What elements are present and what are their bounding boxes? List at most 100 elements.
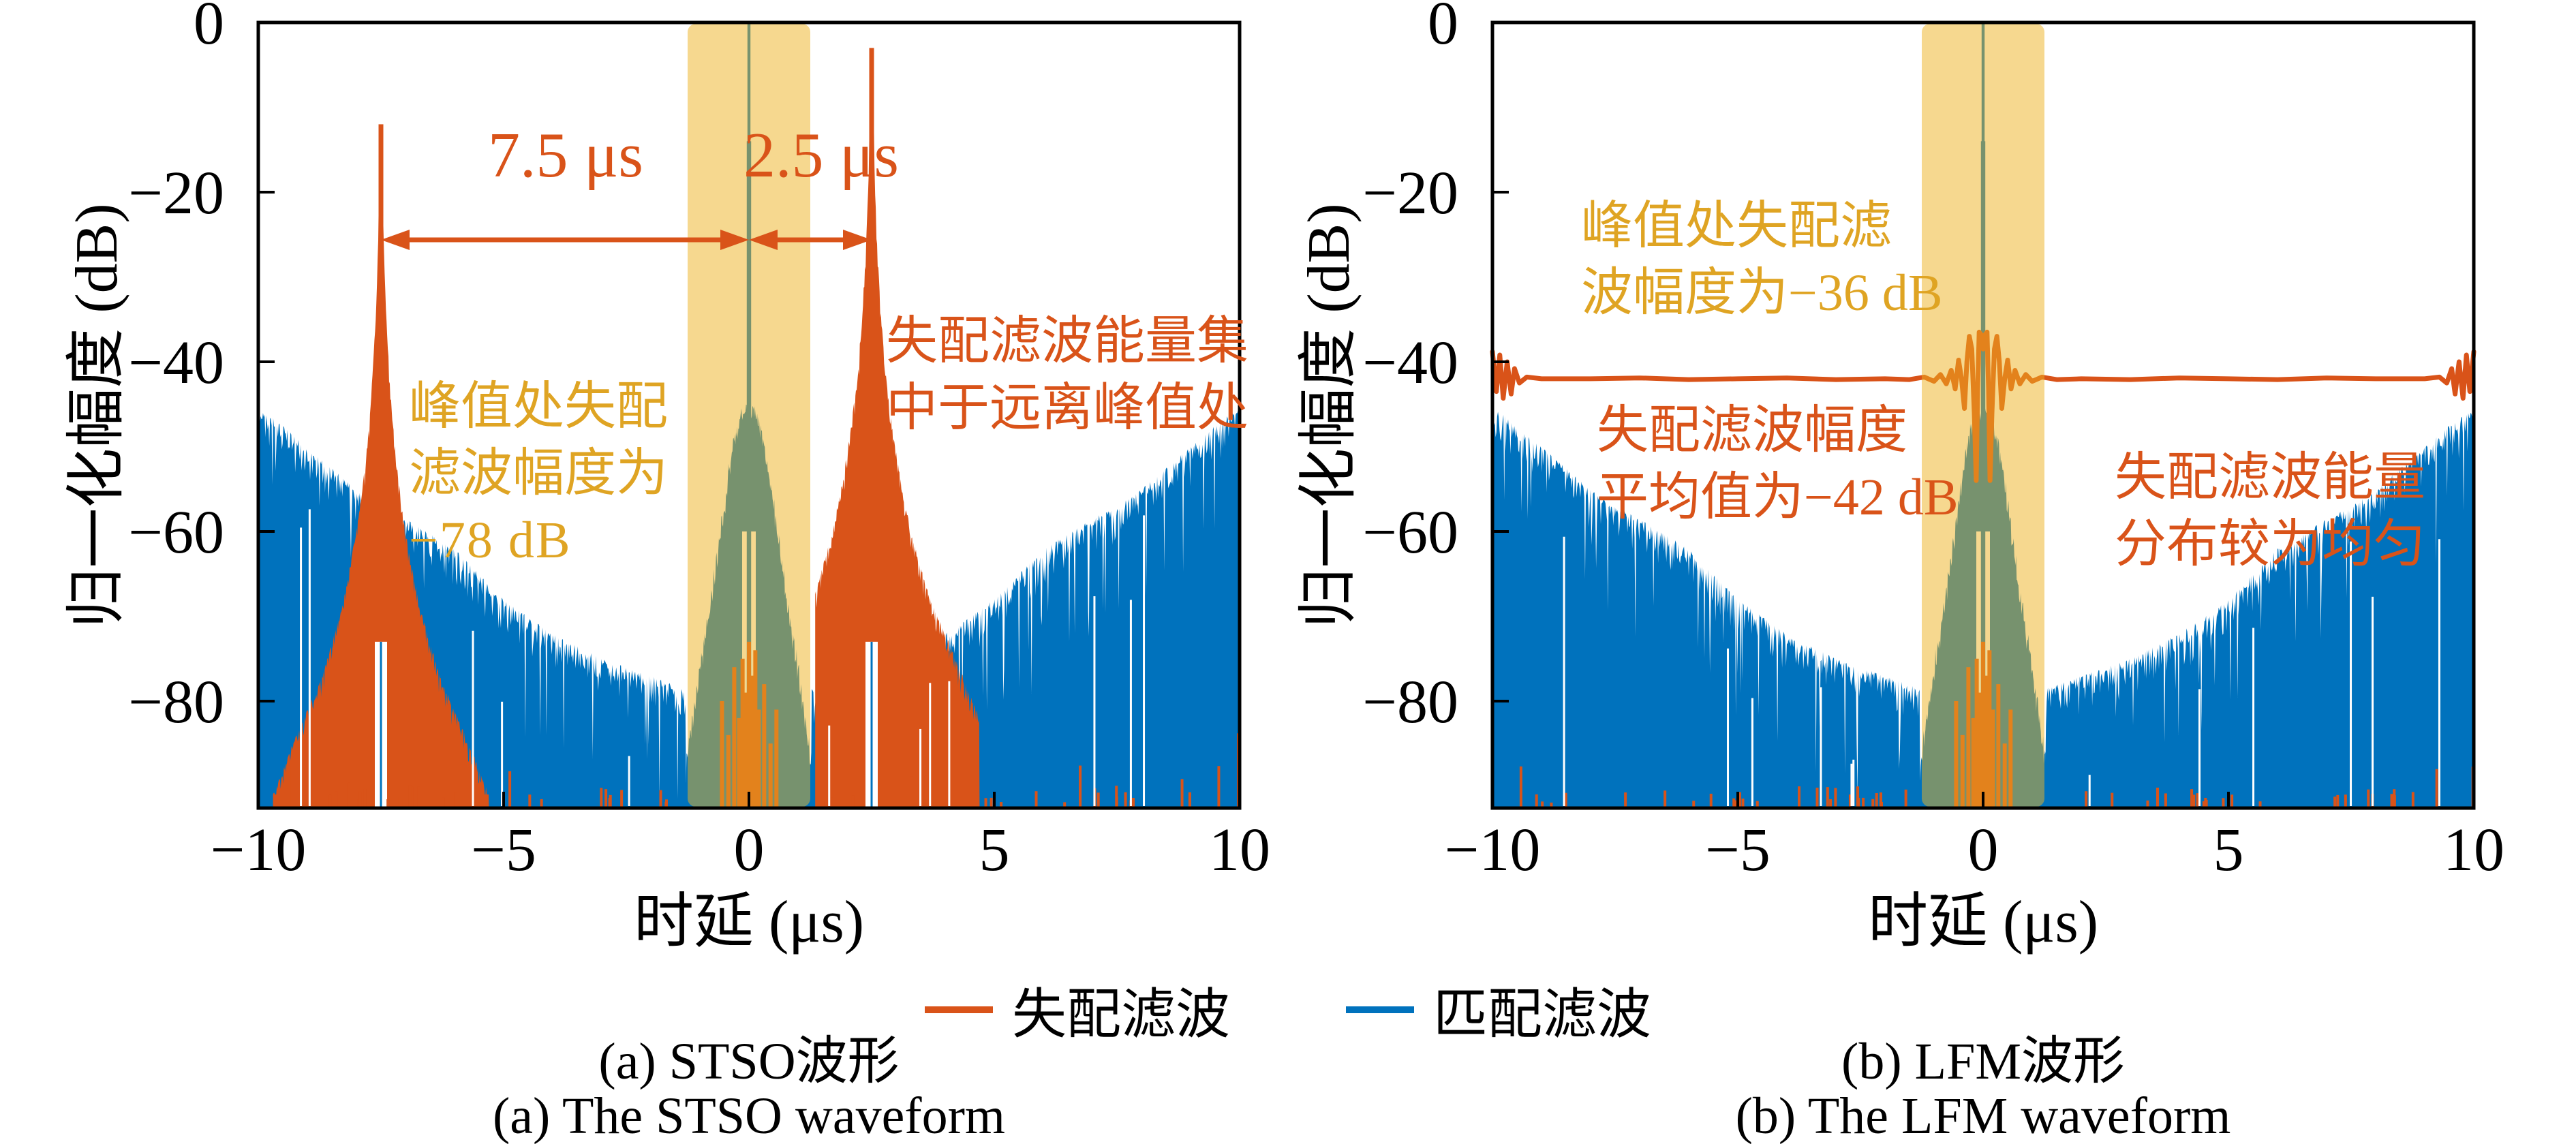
noise-speckle (1063, 802, 1067, 807)
x-axis-label-right: 时延 (μs) (1867, 889, 2099, 955)
x-tick-label: −10 (210, 816, 307, 884)
noise-speckle (1188, 792, 1191, 807)
noise-speckle (408, 785, 412, 807)
note-line: 峰值处失配 (409, 378, 668, 435)
stso-energy-note: 失配滤波能量集 中于远离峰值处 (886, 308, 1248, 442)
noise-speckle (2367, 789, 2370, 807)
noise-speckle (1875, 792, 1878, 807)
noise-speckle (984, 798, 987, 807)
noise-speckle (1904, 789, 1907, 807)
noise-speckle (1798, 786, 1801, 807)
protected-band (1922, 24, 2044, 807)
separation-label-2_5us: 2.5 μs (743, 120, 899, 191)
y-tick-label: −60 (1362, 499, 1458, 566)
noise-speckle (2192, 794, 2196, 807)
x-tick-label: −5 (471, 816, 536, 884)
note-line: 失配滤波能量集 (886, 313, 1248, 370)
noise-speckle (2336, 794, 2340, 807)
noise-speckle (2202, 801, 2205, 807)
x-tick-label: 10 (2443, 816, 2504, 884)
noise-speckle (2258, 801, 2262, 807)
note-line: 波幅度为−36 dB (1581, 264, 1943, 322)
y-axis-label-right: 归一化幅度 (dB) (1296, 203, 1362, 628)
noise-speckle (2190, 789, 2194, 807)
null-slit (1852, 759, 1855, 806)
legend-item-matched: 匹配滤波 (1346, 970, 1651, 1049)
noise-speckle (1871, 799, 1875, 807)
chart-stso (256, 20, 1242, 810)
noise-speckle (620, 790, 624, 807)
note-line: 滤波幅度为 (409, 445, 668, 502)
null-slit (828, 725, 831, 806)
note-line: 中于远离峰值处 (886, 380, 1248, 437)
caption-b: (b) LFM波形 (b) The LFM waveform (1492, 1034, 2474, 1143)
note-line: 失配滤波能量 (2115, 449, 2425, 506)
noise-speckle (1000, 802, 1003, 807)
noise-speckle (924, 775, 927, 807)
x-tick-label: 0 (733, 816, 765, 884)
noise-speckle (1079, 765, 1082, 807)
noise-speckle (288, 765, 291, 807)
noise-speckle (1879, 792, 1882, 807)
matched-filter-fill (258, 409, 1240, 808)
noise-speckle (604, 789, 608, 807)
noise-speckle (1755, 801, 1759, 807)
noise-speckle (824, 801, 827, 807)
noise-speckle (1741, 799, 1745, 807)
arrowhead-icon (720, 230, 749, 250)
noise-speckle (1519, 766, 1522, 807)
noise-speckle (1124, 792, 1127, 807)
y-tick-label: −80 (1362, 668, 1458, 736)
noise-speckle (1115, 786, 1118, 807)
y-tick-label: −20 (128, 159, 224, 227)
x-tick-label: 10 (1209, 816, 1270, 884)
null-slit (929, 683, 932, 806)
y-tick-label: 0 (194, 0, 224, 57)
null-slit (300, 527, 303, 806)
noise-speckle (410, 786, 414, 807)
noise-speckle (2085, 791, 2088, 807)
peak-base-line (870, 641, 873, 807)
noise-speckle (2230, 794, 2234, 807)
x-axis-label-left: 时延 (μs) (633, 889, 865, 955)
noise-speckle (659, 790, 662, 807)
noise-speckle (1624, 792, 1627, 807)
noise-speckle (398, 797, 401, 807)
chart-lfm (1490, 20, 2477, 810)
null-slit (501, 701, 504, 806)
noise-speckle (328, 794, 332, 807)
noise-speckle (1857, 797, 1860, 807)
caption-a: (a) STSO波形 (a) The STSO waveform (258, 1034, 1240, 1143)
note-line: 分布较为均匀 (2115, 516, 2425, 573)
null-slit (2088, 775, 2091, 806)
y-tick-label: −40 (1362, 329, 1458, 397)
noise-speckle (2204, 797, 2207, 807)
noise-speckle (386, 799, 390, 807)
null-slit (2198, 689, 2201, 806)
noise-speckle (2196, 793, 2199, 807)
noise-speckle (540, 799, 543, 807)
noise-speckle (2411, 792, 2414, 807)
noise-speckle (2156, 788, 2159, 807)
noise-speckle (990, 797, 993, 807)
null-slit (628, 756, 630, 806)
noise-speckle (2146, 800, 2149, 807)
noise-speckle (851, 795, 855, 807)
noise-speckle (1815, 788, 1819, 807)
null-slit (2252, 628, 2255, 806)
legend-item-mismatched: 失配滤波 (925, 970, 1230, 1049)
null-slit (1727, 648, 1730, 806)
y-tick-label: −60 (128, 499, 224, 566)
x-tick-label: 5 (2213, 816, 2244, 884)
noise-speckle (1734, 800, 1737, 807)
noise-speckle (417, 786, 420, 807)
caption-a-zh: (a) STSO波形 (598, 1033, 900, 1090)
noise-speckle (1034, 791, 1038, 807)
noise-speckle (528, 794, 532, 807)
caption-b-en: (b) The LFM waveform (1735, 1087, 2231, 1144)
legend-label: 匹配滤波 (1433, 985, 1651, 1045)
noise-speckle (2435, 769, 2438, 807)
mismatched-peak-spike (869, 48, 874, 809)
null-slit (1093, 596, 1096, 806)
